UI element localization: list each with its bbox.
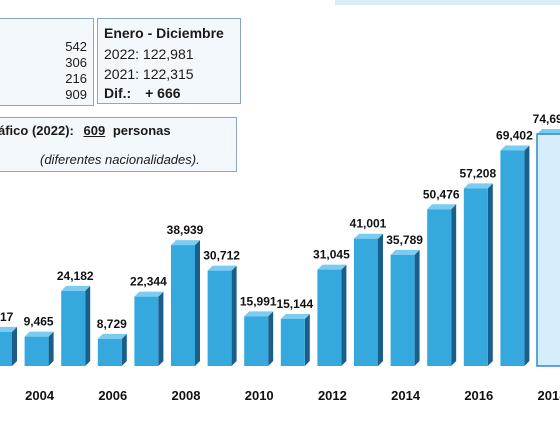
value-label-2006: 8,729: [97, 317, 127, 331]
bar-2006: [97, 333, 127, 366]
x-tick-2016: 2016: [464, 388, 493, 403]
x-tick-2010: 2010: [245, 388, 274, 403]
value-label-2004: 9,465: [24, 315, 54, 329]
bar-2007: [134, 291, 164, 366]
value-label-2008: 38,939: [167, 223, 204, 237]
x-tick-2012: 2012: [318, 388, 347, 403]
bar-2016: [463, 183, 493, 366]
value-label-2010: 15,991: [240, 294, 277, 308]
value-label-2013: 41,001: [350, 217, 387, 231]
value-label-2016: 57,208: [459, 166, 496, 180]
bar-2004: [24, 331, 54, 366]
bottom-line1-value: 609: [83, 123, 106, 138]
value-label-2017: 69,402: [496, 129, 533, 143]
x-tick-2014: 2014: [391, 388, 421, 403]
period-title: Enero - Diciembre: [104, 25, 224, 41]
top-accent-strip: [335, 0, 560, 5]
left-box-line-2: 306: [65, 55, 87, 70]
value-label-2007: 22,344: [130, 275, 167, 289]
x-tick-2006: 2006: [98, 388, 127, 403]
x-tick-2004: 2004: [25, 388, 55, 403]
value-label-2005: 24,182: [57, 269, 94, 283]
summary-box-left: 542 306 216 909: [0, 18, 94, 106]
bar-2008: [171, 240, 200, 366]
left-box-line-1: 542: [65, 39, 87, 54]
bar-2012: [317, 264, 347, 366]
bar-2011: [280, 313, 310, 366]
summary-box-right: Enero - Diciembre 2022: 122,981 2021: 12…: [97, 18, 241, 104]
value-label-2009: 30,712: [203, 249, 240, 263]
bar-2018: [536, 129, 560, 367]
value-label-2012: 31,045: [313, 248, 350, 262]
bottom-line1-prefix: áfico (2022):: [0, 123, 74, 138]
value-label-2015: 50,476: [423, 187, 460, 201]
bottom-line2: (diferentes nacionalidades).: [40, 152, 200, 167]
summary-box-bottom: áfico (2022): 609 personas (diferentes n…: [0, 117, 237, 172]
left-box-line-3: 216: [65, 71, 87, 86]
difference-label: Dif.:: [104, 85, 132, 101]
bar-2013: [354, 233, 383, 366]
bar-2005: [61, 285, 91, 366]
x-tick-2008: 2008: [172, 388, 201, 403]
bar-2015: [427, 204, 457, 366]
value-label-2003: 17: [0, 310, 14, 324]
left-box-line-4: 909: [65, 87, 87, 102]
value-label-2014: 35,789: [386, 233, 423, 247]
bottom-line1-suffix: personas: [112, 123, 171, 138]
bar-2010: [244, 311, 274, 366]
bar-2017: [500, 145, 530, 366]
difference-value: + 666: [145, 85, 181, 101]
value-label-2018: 74,699: [533, 112, 560, 126]
value-label-2011: 15,144: [276, 297, 313, 311]
x-tick-2018: 2018: [538, 388, 560, 403]
total-2022: 2022: 122,981: [104, 46, 194, 62]
bar-2009: [207, 265, 237, 366]
total-2021: 2021: 122,315: [104, 66, 194, 82]
bar-2014: [390, 249, 420, 366]
bar-2003: [0, 326, 17, 366]
